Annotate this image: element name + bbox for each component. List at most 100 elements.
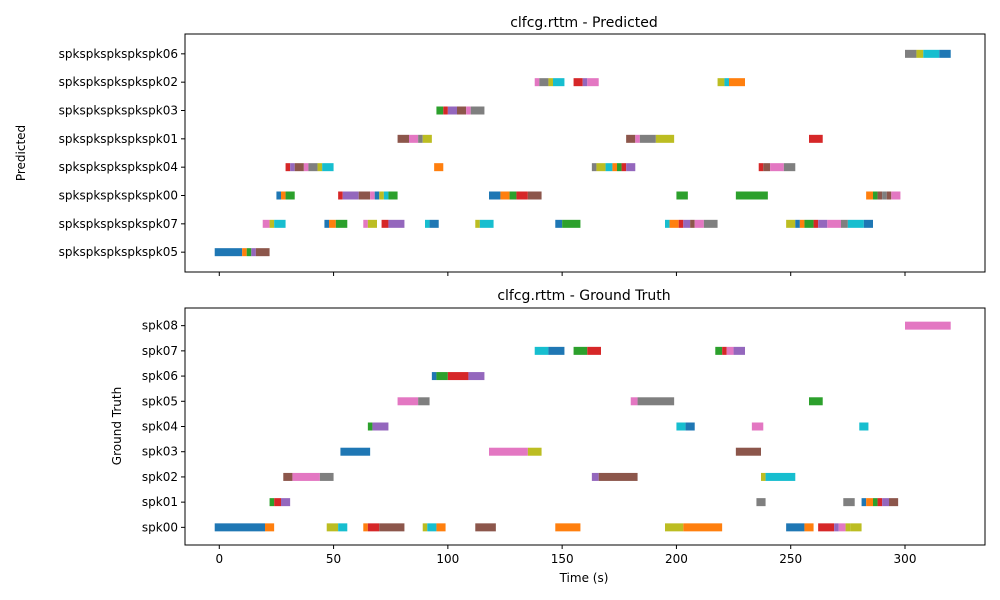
predicted-row-labels: spkspkspkspkspk06 spkspkspkspkspk02 spkspk… xyxy=(59,47,185,259)
speech-segment xyxy=(838,523,846,532)
speech-segment xyxy=(388,219,393,228)
predicted-segments xyxy=(214,49,951,257)
speech-segment xyxy=(795,219,800,228)
speech-segment xyxy=(841,219,848,228)
speech-segment xyxy=(882,191,887,200)
predicted-panel: clfcg.rttm - Predicted spkspkspkspkspk06… xyxy=(14,15,986,276)
speech-segment xyxy=(655,134,675,143)
x-tick-label: 50 xyxy=(326,552,341,566)
predicted-axes-frame xyxy=(184,33,986,273)
speech-segment xyxy=(724,78,729,87)
ground-truth-x-ticks: 0 50 100 150 200 250 300 xyxy=(215,545,916,566)
speech-segment xyxy=(617,163,622,172)
predicted-x-ticks xyxy=(218,272,906,276)
speech-segment xyxy=(489,191,501,200)
speech-segment xyxy=(786,219,796,228)
speech-segment xyxy=(827,219,841,228)
speech-segment xyxy=(246,248,252,257)
speech-segment xyxy=(877,191,883,200)
speech-segment xyxy=(882,498,889,507)
speech-segment xyxy=(381,219,389,228)
speech-segment xyxy=(269,498,275,507)
speech-segment xyxy=(379,191,384,200)
speech-segment xyxy=(763,163,771,172)
speech-segment xyxy=(598,472,638,481)
speech-segment xyxy=(326,523,339,532)
speech-segment xyxy=(886,191,892,200)
y-tick-label: spkspkspkspkspk07 xyxy=(59,217,178,231)
speech-segment xyxy=(397,134,409,143)
x-tick-label: 250 xyxy=(779,552,802,566)
speech-segment xyxy=(555,523,581,532)
speech-segment xyxy=(431,372,437,381)
y-tick-label: spkspkspkspkspk06 xyxy=(59,47,178,61)
speech-segment xyxy=(425,219,430,228)
speech-segment xyxy=(329,219,336,228)
speech-segment xyxy=(859,422,869,431)
speech-segment xyxy=(342,191,359,200)
speech-segment xyxy=(422,134,432,143)
speech-segment xyxy=(626,134,636,143)
speech-segment xyxy=(379,523,405,532)
predicted-chart-title: clfcg.rttm - Predicted xyxy=(510,15,658,31)
speech-segment xyxy=(527,191,542,200)
speech-segment xyxy=(534,78,540,87)
x-tick-label: 300 xyxy=(894,552,917,566)
y-tick-label: spk07 xyxy=(142,344,178,358)
speech-segment xyxy=(422,523,428,532)
speech-segment xyxy=(429,219,439,228)
speech-segment xyxy=(285,191,295,200)
speech-segment xyxy=(372,422,389,431)
x-tick-label: 100 xyxy=(436,552,459,566)
speech-segment xyxy=(843,498,855,507)
speech-segment xyxy=(722,346,727,355)
y-tick-label: spk00 xyxy=(142,520,178,534)
ground-truth-row-labels: spk08 spk07 spk06 spk05 spk04 spk03 spk02 spk01… xyxy=(142,319,185,534)
speech-segment xyxy=(573,78,583,87)
speech-segment xyxy=(290,163,295,172)
speech-segment xyxy=(863,219,873,228)
speech-segment xyxy=(676,422,686,431)
speech-segment xyxy=(427,523,437,532)
x-tick-label: 0 xyxy=(215,552,223,566)
speech-segment xyxy=(475,219,480,228)
speech-segment xyxy=(626,163,636,172)
speech-segment xyxy=(861,498,867,507)
ground-truth-chart-title: clfcg.rttm - Ground Truth xyxy=(497,288,670,304)
speech-segment xyxy=(630,397,638,406)
speech-segment xyxy=(591,163,597,172)
speech-segment xyxy=(818,219,828,228)
speech-segment xyxy=(596,163,606,172)
y-tick-label: spkspkspkspkspk02 xyxy=(59,75,178,89)
speech-segment xyxy=(308,163,318,172)
speech-segment xyxy=(683,523,723,532)
ground-truth-panel: clfcg.rttm - Ground Truth spk08spk07spk0… xyxy=(110,288,986,585)
speech-segment xyxy=(582,78,588,87)
speech-segment xyxy=(443,106,448,115)
speech-segment xyxy=(804,219,814,228)
ground-truth-segments xyxy=(214,321,951,532)
speech-segment xyxy=(818,523,835,532)
speech-segment xyxy=(317,163,323,172)
speech-segment xyxy=(370,191,375,200)
speech-segment xyxy=(635,134,640,143)
speech-segment xyxy=(466,106,471,115)
speech-segment xyxy=(845,523,851,532)
speech-segment xyxy=(363,523,368,532)
speech-segment xyxy=(612,163,617,172)
speech-segment xyxy=(873,498,878,507)
y-tick-label: spk06 xyxy=(142,369,178,383)
speech-segment xyxy=(694,219,704,228)
speech-segment xyxy=(690,219,695,228)
speech-segment xyxy=(637,397,675,406)
speech-segment xyxy=(799,219,805,228)
speech-segment xyxy=(715,346,723,355)
speech-segment xyxy=(527,447,542,456)
speech-segment xyxy=(338,523,348,532)
speech-segment xyxy=(418,134,423,143)
x-tick-label: 200 xyxy=(665,552,688,566)
speech-segment xyxy=(587,78,599,87)
speech-segment xyxy=(374,191,380,200)
speech-segment xyxy=(283,472,293,481)
